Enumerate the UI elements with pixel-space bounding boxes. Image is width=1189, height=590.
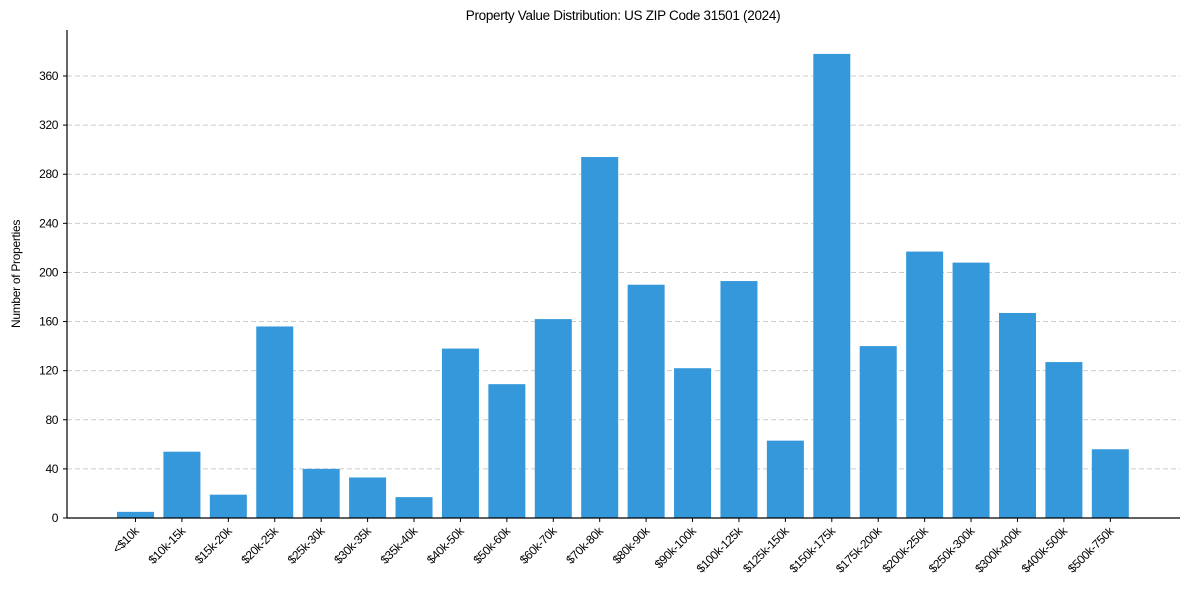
bar xyxy=(117,511,154,518)
y-tick-label: 160 xyxy=(39,315,59,329)
y-tick-label: 40 xyxy=(45,462,58,476)
x-tick-label: $300k-400k xyxy=(972,523,1024,575)
bar xyxy=(488,384,526,518)
bars xyxy=(117,53,1129,519)
x-tick-label: $150k-175k xyxy=(787,523,839,575)
bar xyxy=(256,326,294,518)
x-tick-label: $80k-90k xyxy=(610,523,654,567)
x-tick-label: $60k-70k xyxy=(517,523,561,567)
bar xyxy=(766,440,804,518)
y-tick-label: 280 xyxy=(39,167,59,181)
x-tick-label: <$10k xyxy=(110,523,143,556)
bar xyxy=(1045,362,1083,518)
bar xyxy=(534,319,572,518)
y-tick-label: 120 xyxy=(39,364,59,378)
x-tick-label: $125k-150k xyxy=(740,523,792,575)
y-tick-label: 360 xyxy=(39,69,59,83)
bar xyxy=(581,157,619,519)
x-tick-label: $10k-15k xyxy=(145,523,189,567)
x-tick-label: $20k-25k xyxy=(238,523,282,567)
bar xyxy=(441,348,479,518)
x-tick-label: $70k-80k xyxy=(563,523,607,567)
x-tick-label: $25k-30k xyxy=(285,523,329,567)
y-tick-label: 80 xyxy=(45,413,58,427)
bar xyxy=(209,494,247,518)
x-tick-label: $100k-125k xyxy=(694,523,746,575)
bar xyxy=(998,312,1036,518)
x-tick-label: $90k-100k xyxy=(652,523,700,571)
y-axis-ticks: 0 40 80 120 160 200 240 280 320 360 xyxy=(39,69,67,525)
chart-title: Property Value Distribution: US ZIP Code… xyxy=(465,8,781,23)
x-tick-label: $50k-60k xyxy=(470,523,514,567)
y-tick-label: 320 xyxy=(39,118,59,132)
y-tick-label: 0 xyxy=(52,511,59,525)
bar xyxy=(395,497,433,518)
x-tick-label: $15k-20k xyxy=(192,523,236,567)
bar xyxy=(1091,449,1129,518)
bar xyxy=(813,53,851,519)
y-tick-label: 240 xyxy=(39,216,59,230)
gridlines xyxy=(67,75,1180,470)
bar xyxy=(627,284,665,518)
bar xyxy=(349,477,387,518)
y-tick-label: 200 xyxy=(39,265,59,279)
x-tick-label: $250k-300k xyxy=(926,523,978,575)
bar xyxy=(952,262,990,518)
bar xyxy=(906,251,944,519)
bar xyxy=(302,468,340,518)
x-tick-label: $175k-200k xyxy=(833,523,885,575)
x-tick-label: $200k-250k xyxy=(879,523,931,575)
x-axis-ticks: <$10k $10k-15k $15k-20k $20k-25k $25k-30k $30… xyxy=(110,518,1117,576)
x-tick-label: $30k-35k xyxy=(331,523,375,567)
x-tick-label: $35k-40k xyxy=(378,523,422,567)
bar xyxy=(859,346,897,518)
x-tick-label: $500k-750k xyxy=(1065,523,1117,575)
axes xyxy=(66,30,1180,519)
bar xyxy=(720,281,758,518)
bar xyxy=(163,451,201,518)
x-tick-label: $40k-50k xyxy=(424,523,468,567)
x-tick-label: $400k-500k xyxy=(1019,523,1071,575)
bar xyxy=(674,368,712,518)
